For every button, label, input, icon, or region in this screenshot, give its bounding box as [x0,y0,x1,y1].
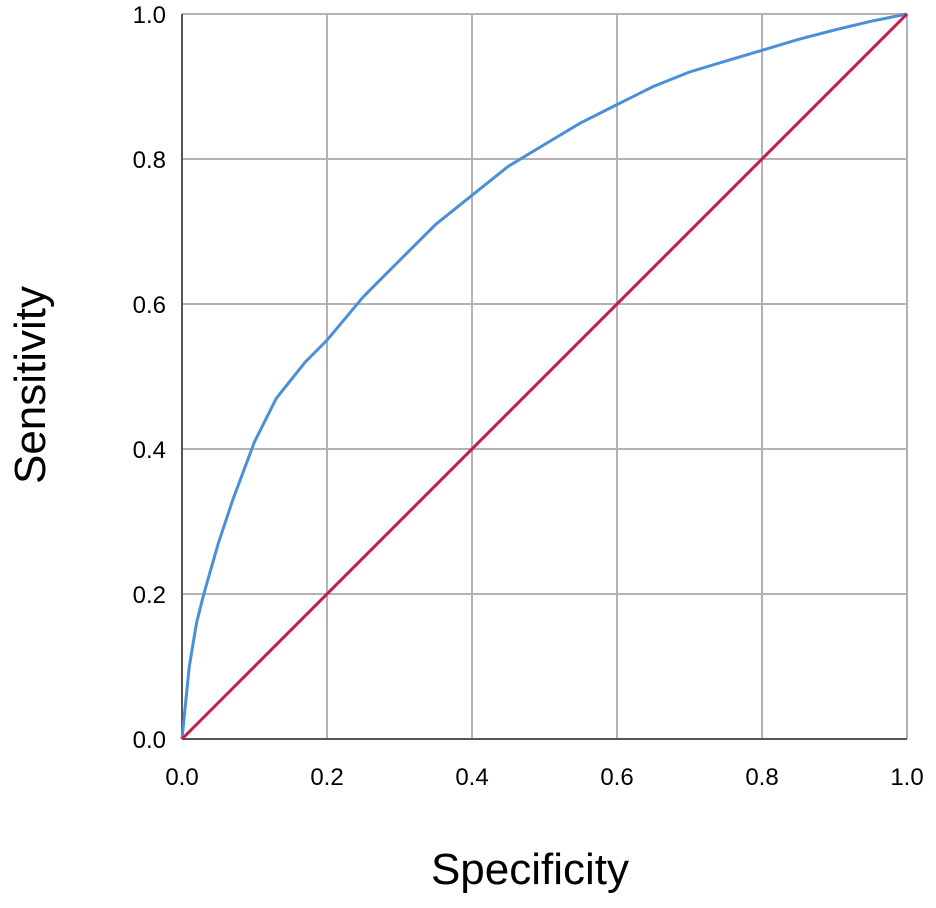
x-tick-label: 0.4 [455,764,488,791]
series-layer [180,12,909,741]
x-tick-label: 0.0 [165,764,198,791]
y-axis-title: Sensitivity [6,286,55,484]
y-tick-label: 0.4 [133,437,166,464]
roc-curve-line [180,12,908,740]
y-tick-label: 0.8 [133,147,166,174]
y-tick-label: 0.6 [133,292,166,319]
x-axis-title: Specificity [431,845,629,894]
x-tick-label: 0.8 [745,764,778,791]
y-tick-label: 0.0 [133,727,166,754]
x-tick-label: 1.0 [890,764,923,791]
y-tick-label: 0.2 [133,582,166,609]
tick-labels: 0.0 0.2 0.4 0.6 0.8 1.0 0.0 0.2 0.4 0.6 0.8 1.0 [133,2,924,791]
x-tick-label: 0.2 [310,764,343,791]
x-tick-label: 0.6 [600,764,633,791]
y-tick-label: 1.0 [133,2,166,29]
grid [181,13,908,740]
reference-diagonal-line [180,12,909,741]
